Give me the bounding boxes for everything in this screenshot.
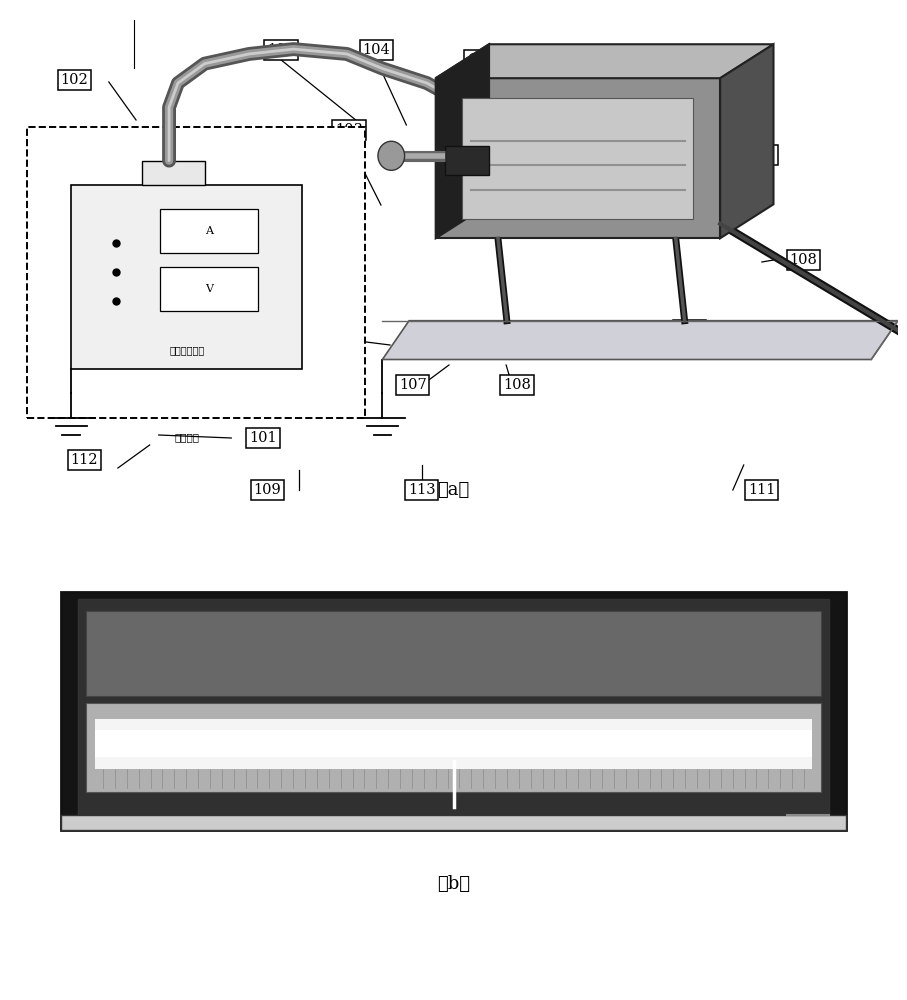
Bar (161, 267, 258, 311)
Bar (161, 209, 258, 253)
Text: 屏蔽机箱: 屏蔽机箱 (174, 432, 200, 442)
Text: 105: 105 (467, 53, 494, 67)
Text: 106: 106 (567, 170, 594, 184)
Text: 111: 111 (748, 148, 775, 162)
Text: 110: 110 (53, 331, 80, 345)
Bar (72, 185, 302, 369)
Bar (62, 815, 845, 830)
Text: 105: 105 (200, 170, 227, 184)
Text: 112: 112 (71, 453, 98, 467)
Bar (142, 161, 205, 185)
Text: 103: 103 (268, 43, 295, 57)
Text: 108: 108 (790, 253, 817, 267)
Text: 104: 104 (449, 123, 476, 137)
Polygon shape (435, 44, 489, 238)
Bar (94, 730, 813, 757)
Bar (86, 703, 821, 792)
Bar (27, 127, 365, 418)
Text: 110: 110 (218, 263, 245, 277)
Polygon shape (435, 78, 720, 238)
Polygon shape (383, 321, 898, 360)
Polygon shape (435, 44, 774, 78)
Text: （a）: （a） (437, 481, 470, 499)
Text: 103: 103 (336, 123, 363, 137)
Polygon shape (720, 44, 774, 238)
Bar (86, 611, 821, 696)
Bar (78, 599, 829, 823)
Text: 101: 101 (249, 431, 277, 445)
Bar (62, 592, 845, 830)
Text: 108: 108 (503, 378, 531, 392)
Text: 109: 109 (313, 323, 340, 337)
Text: A: A (205, 226, 213, 236)
Text: 104: 104 (363, 43, 390, 57)
Text: 高压直流电源: 高压直流电源 (170, 345, 204, 355)
Text: （b）: （b） (437, 875, 470, 893)
Ellipse shape (378, 141, 405, 170)
Bar (444, 146, 489, 175)
Bar (94, 719, 813, 769)
Text: 112: 112 (676, 323, 703, 337)
Text: 111: 111 (748, 483, 775, 497)
Text: 109: 109 (254, 483, 281, 497)
Text: V: V (205, 284, 213, 294)
Polygon shape (463, 98, 694, 219)
Text: 102: 102 (61, 73, 88, 87)
Text: 106: 106 (567, 83, 594, 97)
Text: 107: 107 (399, 378, 426, 392)
Text: 113: 113 (408, 483, 435, 497)
Text: 107: 107 (53, 253, 80, 267)
